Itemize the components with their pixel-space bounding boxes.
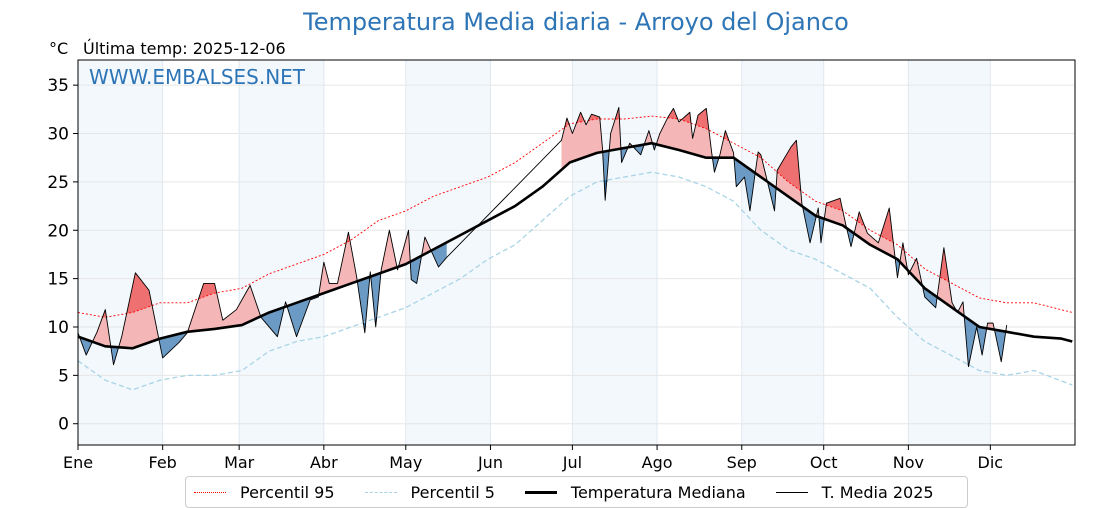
plot-frame xyxy=(77,59,1076,446)
y-tick-label: 15 xyxy=(47,270,69,290)
y-tick-label: 20 xyxy=(47,221,69,241)
legend-item-2025: T. Media 2025 xyxy=(775,482,934,502)
y-tick-label: 0 xyxy=(58,415,69,435)
legend-label: Percentil 95 xyxy=(240,482,335,502)
x-tick-label: Mar xyxy=(224,453,255,472)
median-swatch xyxy=(524,490,557,494)
legend-label: Percentil 5 xyxy=(410,482,495,502)
x-tick-label: Nov xyxy=(893,453,924,472)
month-band xyxy=(908,60,991,445)
below-median-fill xyxy=(78,242,447,365)
y-tick-label: 30 xyxy=(47,125,69,145)
t2025-swatch xyxy=(775,491,808,493)
p5-line xyxy=(77,171,1073,391)
p5-swatch xyxy=(364,491,397,493)
legend-item-p95: Percentil 95 xyxy=(194,483,335,502)
x-tick-label: Oct xyxy=(810,453,838,472)
p95-swatch xyxy=(194,491,226,493)
legend: Percentil 95 Percentil 5 Temperatura Med… xyxy=(185,476,968,508)
x-tick-label: Jun xyxy=(477,453,503,472)
last-temp-label: Última temp: 2025-12-06 xyxy=(83,39,286,58)
month-band xyxy=(405,60,491,445)
month-bands xyxy=(78,60,991,445)
x-tick-label: Abr xyxy=(310,453,338,472)
y-tick-label: 10 xyxy=(47,318,69,338)
legend-item-p5: Percentil 5 xyxy=(364,482,495,502)
y-tick-label: 25 xyxy=(47,173,69,193)
p95-line xyxy=(77,115,1073,318)
month-band xyxy=(741,60,824,445)
watermark: WWW.EMBALSES.NET xyxy=(89,65,306,89)
x-tick-label: Feb xyxy=(149,453,177,472)
series-lines xyxy=(77,106,1073,391)
legend-label: T. Media 2025 xyxy=(821,482,934,502)
x-tick-label: Jul xyxy=(562,453,582,472)
x-tick-label: Ene xyxy=(63,453,93,472)
y-tick-label: 35 xyxy=(47,76,69,96)
y-tick-label: 5 xyxy=(58,366,69,386)
month-band xyxy=(239,60,324,445)
x-tick-label: Dic xyxy=(978,453,1004,472)
t2025-line xyxy=(77,106,1008,368)
below-median-fill xyxy=(561,143,1007,367)
month-band xyxy=(78,60,163,445)
above-median-fill xyxy=(561,107,1007,332)
y-axis-unit: °C xyxy=(49,39,69,58)
month-band xyxy=(572,60,658,445)
temperature-chart: 0 5 10 15 20 25 30 35 Ene Feb Mar Abr May Jun Jul Ago Se… xyxy=(47,59,1076,472)
anomaly-fills xyxy=(78,107,1007,390)
median-line xyxy=(77,141,1073,350)
chart-title: Temperatura Media diaria - Arroyo del Oj… xyxy=(303,8,849,36)
x-tick-label: May xyxy=(389,453,422,472)
legend-item-median: Temperatura Mediana xyxy=(524,482,746,502)
axes: 0 5 10 15 20 25 30 35 Ene Feb Mar Abr May Jun Jul Ago Se… xyxy=(47,76,1003,472)
x-tick-label: Sep xyxy=(727,453,757,472)
x-tick-label: Ago xyxy=(642,453,673,472)
legend-label: Temperatura Mediana xyxy=(570,482,746,502)
